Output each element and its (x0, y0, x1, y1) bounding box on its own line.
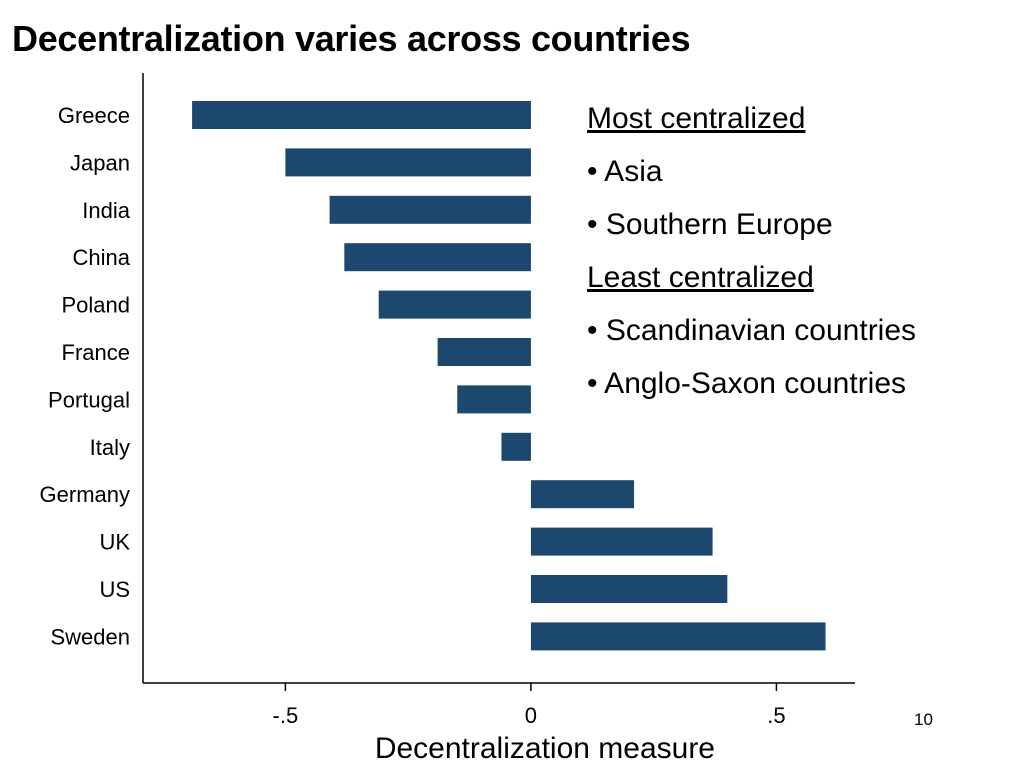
least-centralized-item: • Anglo-Saxon countries (587, 367, 907, 400)
page-title: Decentralization varies across countries (12, 18, 691, 59)
x-axis-title: Decentralization measure (375, 732, 715, 765)
category-label: Japan (70, 150, 130, 175)
bar-china (344, 243, 531, 272)
category-label: US (99, 577, 130, 602)
x-tick-label: 0 (525, 703, 537, 728)
bar-us (530, 575, 728, 603)
bar-uk (530, 527, 713, 556)
least-centralized-heading: Least centralized (587, 261, 814, 294)
page-number: 10 (914, 710, 933, 729)
x-tick-label: -.5 (273, 703, 299, 728)
x-tick-label: .5 (767, 703, 785, 728)
most-centralized-item: • Southern Europe (587, 208, 833, 241)
bar-poland (378, 290, 531, 319)
bar-france (437, 338, 531, 366)
category-label: India (82, 198, 130, 223)
bar-sweden (530, 622, 826, 651)
bar-india (329, 195, 531, 224)
category-label: Germany (40, 482, 130, 507)
category-label: France (62, 340, 130, 365)
category-label: Portugal (48, 387, 130, 412)
bar-italy (501, 432, 531, 461)
category-label: Greece (58, 103, 130, 128)
category-label: Sweden (50, 624, 130, 649)
category-label: Italy (90, 435, 130, 460)
most-centralized-heading: Most centralized (587, 102, 806, 135)
category-label: China (73, 245, 131, 270)
bar-japan (285, 148, 531, 177)
most-centralized-item: • Asia (587, 155, 663, 188)
bar-germany (530, 480, 635, 509)
category-label: UK (99, 530, 130, 555)
least-centralized-item: • Scandinavian countries (587, 314, 917, 347)
category-label: Poland (61, 293, 130, 318)
bar-greece (192, 101, 531, 129)
bar-portugal (457, 385, 531, 414)
notes-panel: Most centralized • Asia • Southern Europ… (587, 92, 916, 410)
